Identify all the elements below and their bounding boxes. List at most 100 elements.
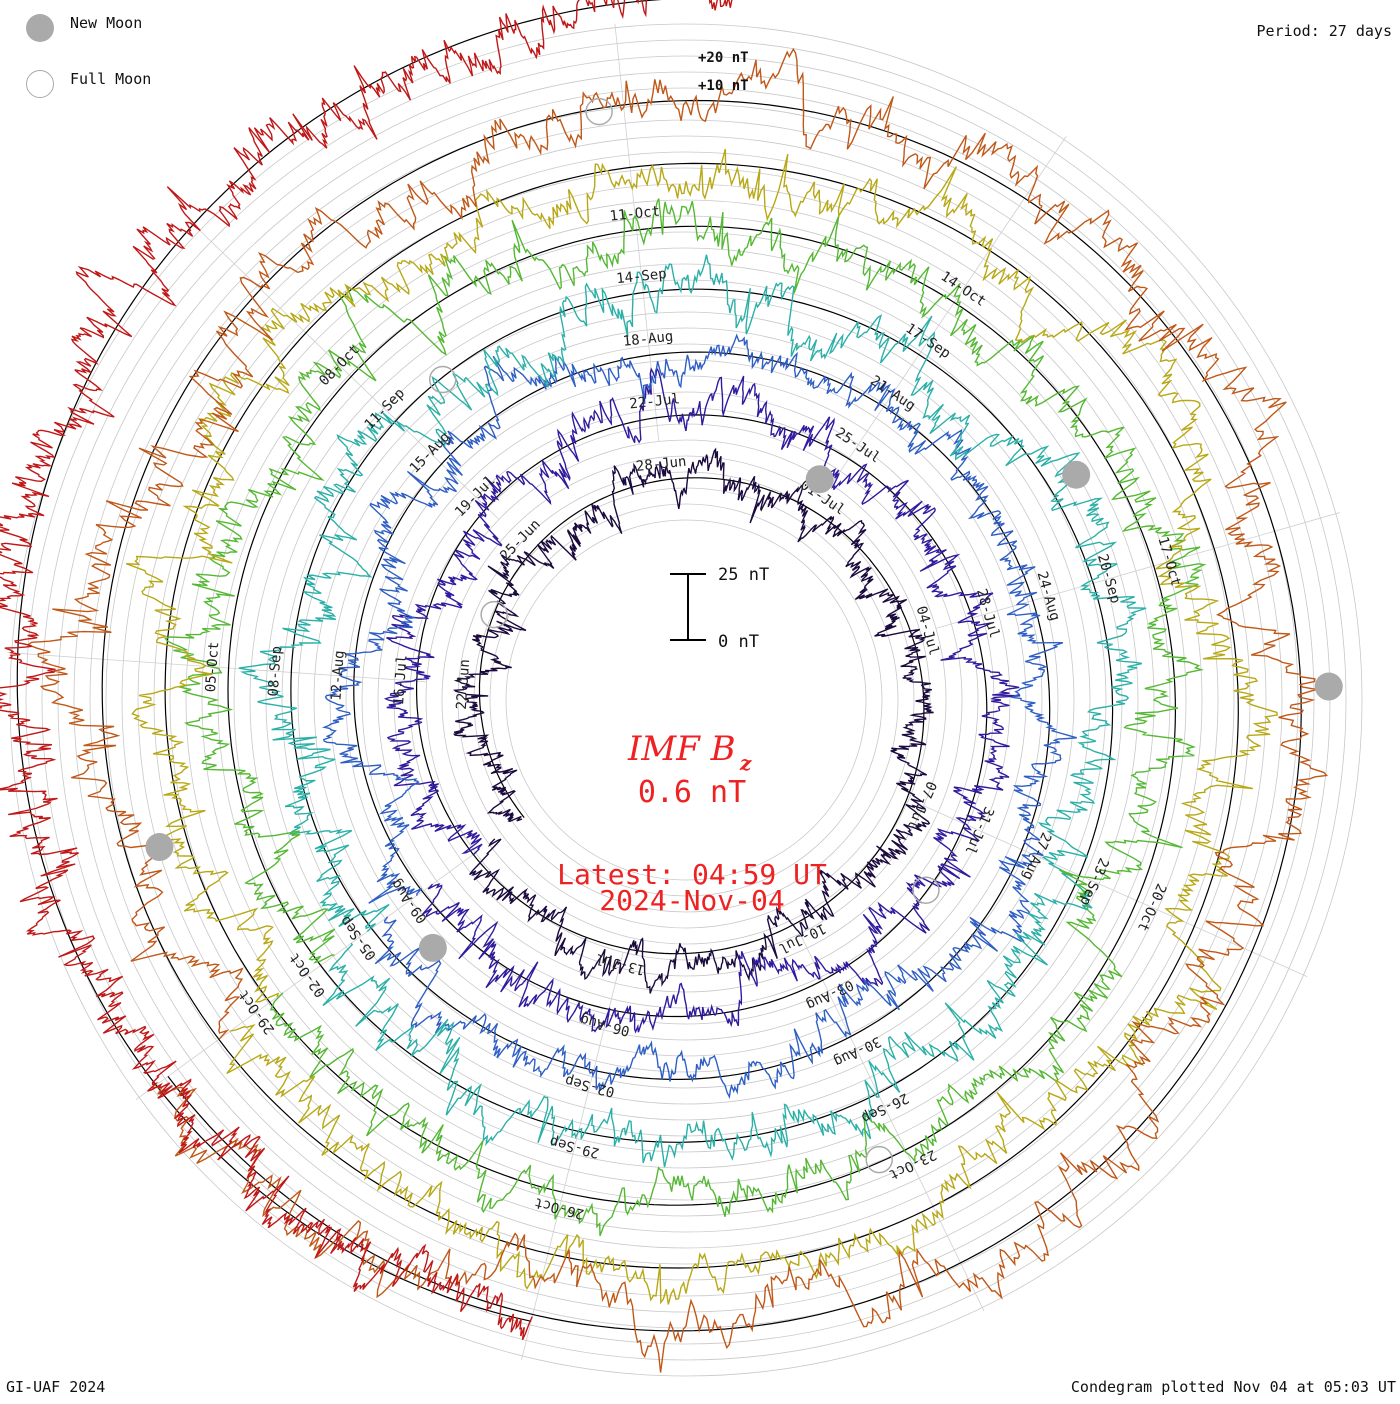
center-date: 2024-Nov-04 <box>599 884 784 917</box>
series-lines <box>0 0 1329 1373</box>
grid-label: +20 nT <box>698 50 749 66</box>
date-label: 10-Jul <box>776 920 828 957</box>
date-label: 08-Sep <box>266 646 285 698</box>
series-line-5 <box>164 198 1207 1237</box>
full-moon-marker <box>480 600 508 629</box>
date-label: 08-Oct <box>316 342 363 389</box>
grid-circle <box>9 23 1363 1377</box>
new-moon-marker <box>418 933 447 962</box>
series-line-1 <box>453 447 934 994</box>
date-label: 23-Oct <box>886 1146 938 1183</box>
date-label: 15-Aug <box>407 429 454 476</box>
plotted-label: Condegram plotted Nov 04 at 05:03 UT <box>1070 1378 1396 1396</box>
date-label: 29-Sep <box>548 1133 601 1161</box>
date-label: 25-Jul <box>832 425 883 467</box>
date-label: 14-Sep <box>615 266 667 287</box>
date-label: 12-Aug <box>328 650 347 702</box>
new-moon-marker <box>145 833 174 862</box>
credit-label: GI-UAF 2024 <box>6 1378 106 1396</box>
grid-radial <box>614 23 660 442</box>
date-label: 11-Oct <box>609 204 661 225</box>
zero-line-4 <box>290 288 1114 1143</box>
date-label: 02-Oct <box>286 950 329 1000</box>
grid-radial <box>935 512 1340 629</box>
grid-circle <box>89 103 1283 1297</box>
zero-line-6 <box>164 162 1239 1269</box>
scale-bar: 25 nT 0 nT <box>670 565 769 652</box>
series-line-8 <box>0 0 733 1341</box>
date-label: 09-Aug <box>388 876 431 926</box>
date-label: 05-Sep <box>337 913 380 963</box>
grid-circle <box>201 215 1171 1185</box>
date-label: 13-Jul <box>594 950 647 978</box>
full-moon-marker <box>912 876 940 904</box>
series-line-7 <box>26 47 1329 1373</box>
date-label: 28-Jun <box>635 454 687 475</box>
grid-label: +10 nT <box>698 78 749 94</box>
grid-circle <box>489 503 883 897</box>
grid-radial <box>135 852 476 1101</box>
center-value: 0.6 nT <box>638 775 746 810</box>
date-label: 26-Sep <box>859 1089 911 1126</box>
full-moon-marker <box>865 1145 893 1174</box>
grid-radial <box>799 933 985 1312</box>
date-label: 16-Jul <box>391 654 410 706</box>
grid-circle <box>473 487 899 913</box>
grid-circle <box>217 231 1155 1169</box>
date-label: 22-Jul <box>629 391 681 412</box>
grid-radial <box>7 652 427 683</box>
series-line-4 <box>238 254 1147 1168</box>
date-label: 30-Aug <box>831 1033 883 1070</box>
date-label: 20-Sep <box>1094 552 1123 605</box>
grid-circle <box>457 471 915 929</box>
grid-circle <box>297 311 1075 1089</box>
date-label: 24-Aug <box>1033 570 1062 623</box>
grid-circle <box>329 343 1043 1057</box>
series-line-6 <box>125 148 1278 1305</box>
grid-circle <box>105 119 1267 1281</box>
full-moon-marker <box>428 365 457 394</box>
period-label: Period: 27 days <box>1256 22 1392 40</box>
full-moon-icon <box>26 70 54 98</box>
new-moon-marker <box>805 465 834 494</box>
date-label: 22-Jun <box>454 659 473 711</box>
grid-circle <box>233 247 1139 1153</box>
grid-circle <box>425 439 947 961</box>
center-title-subscript: z <box>739 751 752 775</box>
date-label: 29-Oct <box>236 987 279 1037</box>
grid-circle <box>313 327 1059 1073</box>
grid-circle <box>41 55 1331 1345</box>
zero-line-3 <box>353 351 1051 1081</box>
date-label: 03-Aug <box>804 976 856 1013</box>
full-moon-marker <box>585 97 613 126</box>
date-label: 14-Oct <box>938 268 989 310</box>
date-label: 26-Oct <box>533 1194 586 1222</box>
scale-bottom-label: 0 nT <box>718 632 759 652</box>
grid-circle <box>185 199 1187 1201</box>
date-label: 11-Sep <box>362 385 409 432</box>
date-label: 05-Oct <box>203 641 222 693</box>
series-line-2 <box>383 366 1021 1034</box>
legend-full-moon-label: Full Moon <box>70 70 152 88</box>
date-label: 20-Oct <box>1134 881 1169 934</box>
grid-circle <box>393 407 979 993</box>
zero-line-2 <box>416 414 988 1018</box>
moon-markers <box>145 97 1343 1174</box>
new-moon-marker <box>1314 672 1343 701</box>
grid-circle <box>153 167 1219 1233</box>
grid-radial <box>831 136 1067 485</box>
center-title: IMF B <box>627 729 736 769</box>
grid-circle <box>73 87 1299 1313</box>
series-line-3 <box>321 333 1077 1100</box>
grid-circle <box>409 423 963 977</box>
grid-circle <box>137 151 1235 1249</box>
center-latest: Latest: 04:59 UT <box>557 858 827 891</box>
zero-line-7 <box>101 99 1302 1332</box>
date-label: 07-Jul <box>904 779 939 832</box>
grid-circle <box>441 455 931 945</box>
scale-top-label: 25 nT <box>718 565 769 585</box>
date-label: 18-Aug <box>622 329 674 350</box>
grid-circle <box>361 375 1011 1025</box>
